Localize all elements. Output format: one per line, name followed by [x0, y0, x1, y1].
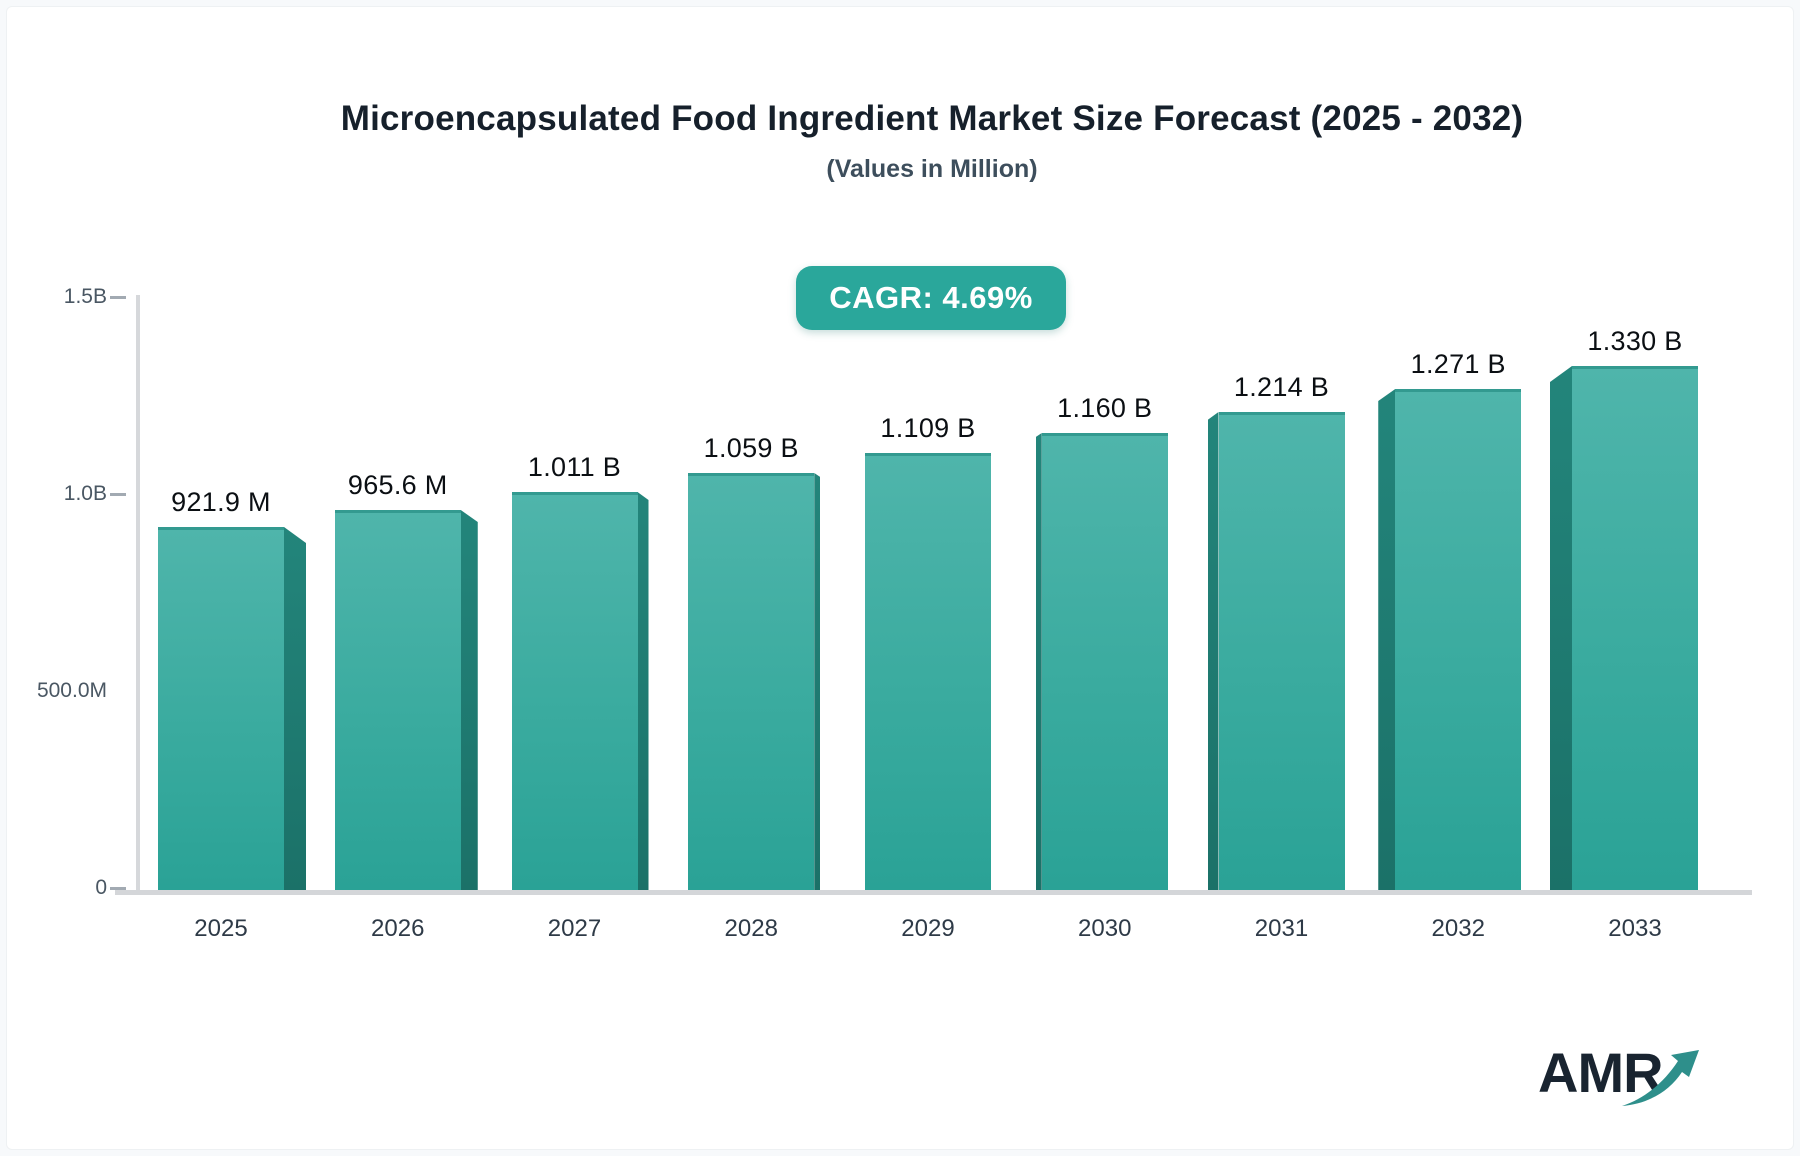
growth-arrow-icon [1622, 1050, 1699, 1106]
bar-value-label-2032: 1.271 B [1410, 349, 1506, 379]
y-tick-label-2: 500.0M [36, 679, 107, 702]
bar-2029 [865, 453, 991, 890]
x-axis-label-2030: 2030 [1078, 915, 1132, 942]
y-tick-dash-0 [110, 296, 126, 299]
bar-value-label-2029: 1.109 B [880, 413, 976, 443]
bar-value-label-2027: 1.011 B [527, 452, 622, 482]
bar-side-2030 [1035, 433, 1042, 890]
bar-2027 [511, 492, 638, 890]
x-axis-label-2026: 2026 [371, 915, 425, 942]
bar-value-label-2025: 921.9 M [171, 487, 271, 517]
bar-2032 [1395, 389, 1522, 890]
x-axis-label-2033: 2033 [1608, 915, 1662, 942]
bar-value-label-2033: 1.330 B [1587, 326, 1683, 356]
y-tick-label-1: 1.0B [63, 482, 107, 505]
bar-side-2026 [460, 510, 478, 890]
y-tick-dash-1 [110, 493, 126, 496]
bar-2028 [688, 473, 815, 890]
x-axis-label-2025: 2025 [194, 915, 248, 942]
bar-2025 [158, 527, 284, 890]
bar-2030 [1041, 433, 1168, 890]
bar-side-2027 [637, 492, 649, 890]
x-axis-label-2032: 2032 [1431, 915, 1485, 942]
chart-title: Microencapsulated Food Ingredient Market… [340, 99, 1524, 138]
bar-side-2032 [1378, 389, 1396, 890]
y-tick-dash-3 [110, 887, 126, 890]
y-tick-label-3: 0 [95, 876, 107, 899]
x-axis-label-2029: 2029 [901, 915, 955, 942]
amr-logo: AMR [1538, 1040, 1728, 1120]
bar-side-2025 [284, 527, 306, 890]
bar-value-label-2030: 1.160 B [1057, 393, 1153, 423]
chart-subtitle: (Values in Million) [826, 155, 1038, 183]
bar-side-2033 [1550, 366, 1572, 890]
bar-2026 [334, 510, 461, 890]
bar-side-2028 [814, 473, 821, 890]
y-axis-line [136, 295, 140, 892]
cagr-badge-label: CAGR: 4.69% [829, 280, 1033, 315]
bar-value-label-2026: 965.6 M [347, 470, 448, 500]
bar-value-label-2031: 1.214 B [1233, 372, 1330, 402]
y-tick-label-0: 1.5B [63, 285, 107, 308]
bar-side-2031 [1207, 412, 1219, 890]
chart-card: Microencapsulated Food Ingredient Market… [6, 6, 1794, 1150]
bar-value-label-2028: 1.059 B [703, 433, 799, 463]
bar-2033 [1572, 366, 1698, 890]
x-axis-label-2031: 2031 [1254, 915, 1309, 942]
x-axis-label-2028: 2028 [724, 915, 778, 942]
amr-logo-text: AMR [1538, 1041, 1664, 1104]
x-axis-line [115, 890, 1752, 895]
bar-2031 [1218, 412, 1345, 890]
cagr-badge: CAGR: 4.69% [796, 266, 1066, 330]
x-axis-label-2027: 2027 [547, 915, 602, 942]
